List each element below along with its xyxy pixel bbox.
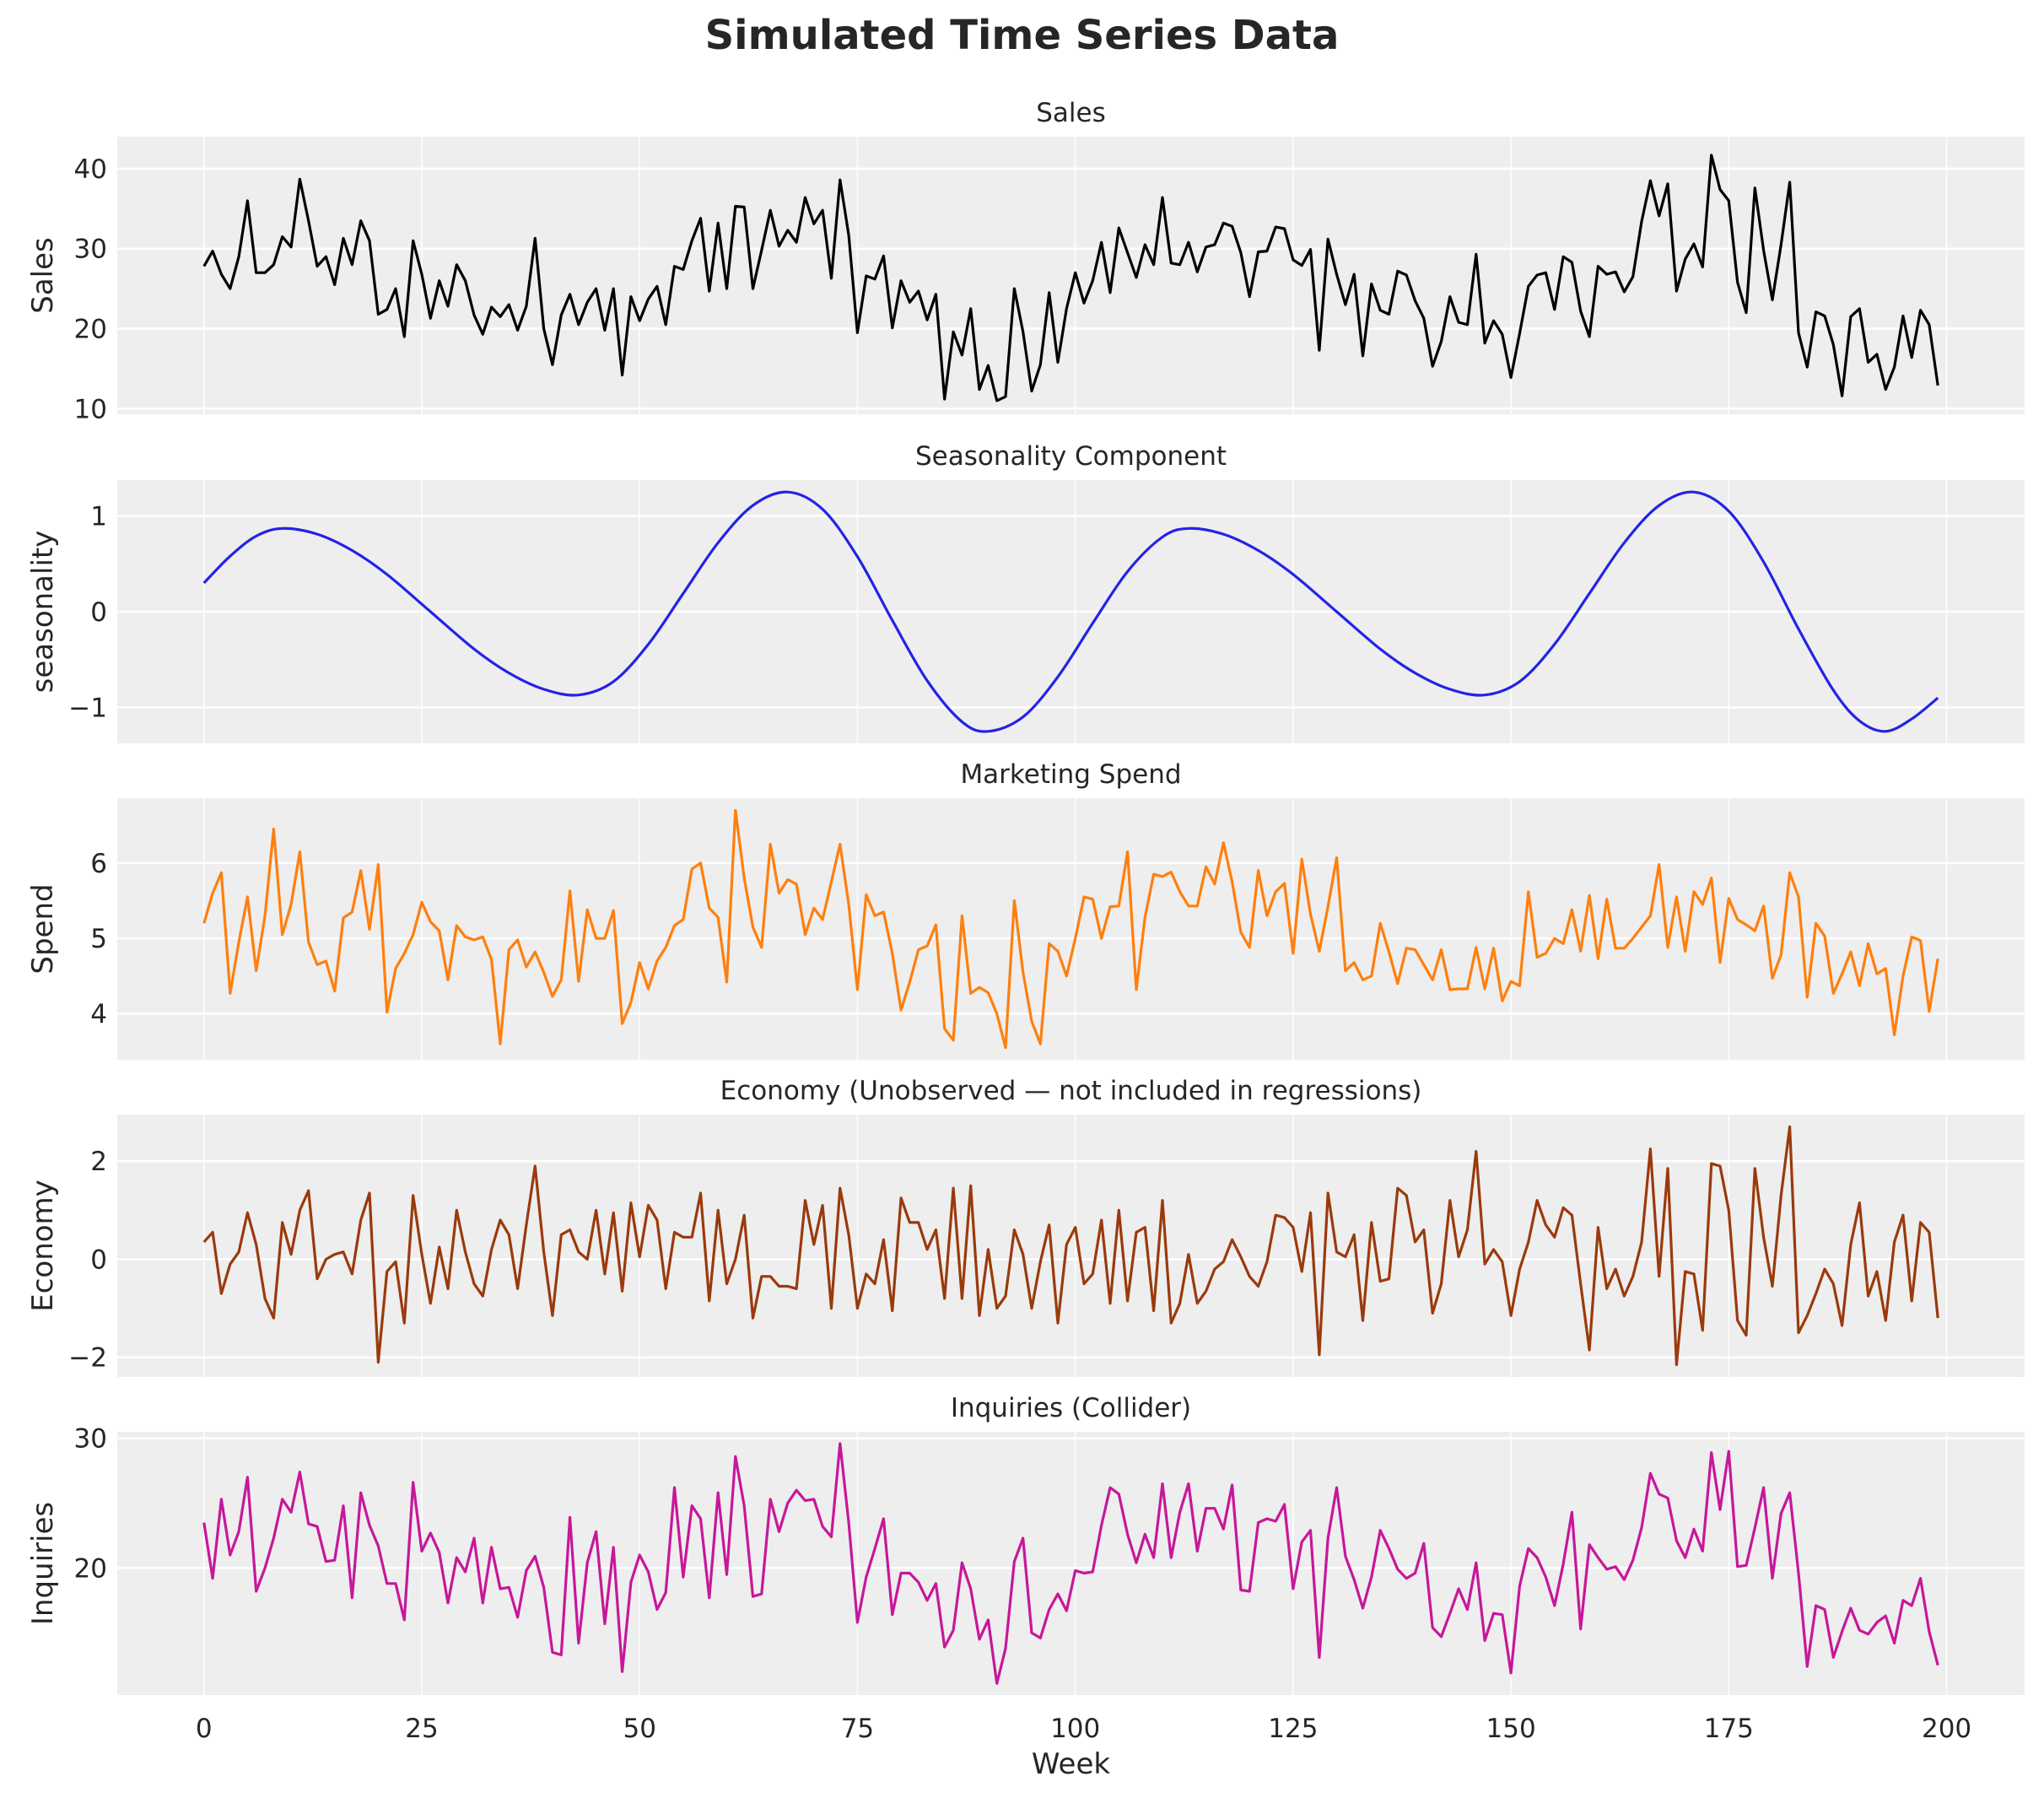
x-tick-label: 100 (1050, 1714, 1100, 1744)
y-tick-label: 5 (90, 924, 107, 954)
y-tick-label: 0 (90, 597, 107, 628)
series-line-economy (202, 1125, 1939, 1367)
y-axis-label: Spend (26, 883, 60, 974)
y-tick-label: 30 (74, 1424, 107, 1455)
series-line-spend (202, 808, 1939, 1050)
y-axis-label: Inquiries (26, 1502, 60, 1625)
x-axis-label: Week (1032, 1747, 1110, 1781)
plot-background (117, 1432, 2025, 1695)
y-tick-label: 10 (74, 394, 107, 424)
y-tick-label: 20 (74, 1553, 107, 1584)
x-tick-label: 125 (1268, 1714, 1318, 1744)
x-tick-label: 150 (1486, 1714, 1536, 1744)
panel-title: Economy (Unobserved — not included in re… (720, 1076, 1422, 1106)
y-axis-label: Sales (26, 237, 60, 314)
y-tick-label: 6 (90, 849, 107, 879)
chart-title: Simulated Time Series Data (704, 12, 1340, 59)
x-tick-label: 50 (623, 1714, 655, 1744)
x-tick-label: 0 (196, 1714, 213, 1744)
plot-background (117, 798, 2025, 1060)
y-axis-label: seasonality (26, 531, 60, 694)
plot-background (117, 137, 2025, 414)
series-line-seasonality (202, 490, 1939, 733)
y-tick-label: 2 (90, 1147, 107, 1177)
plot-background (117, 1115, 2025, 1377)
panel-title: Sales (1036, 98, 1106, 128)
y-tick-label: −2 (68, 1343, 107, 1374)
y-tick-label: 40 (74, 154, 107, 185)
series-line-sales (202, 154, 1939, 402)
x-tick-label: 75 (841, 1714, 874, 1744)
panel-title: Seasonality Component (915, 441, 1227, 472)
y-tick-label: 4 (90, 1000, 107, 1030)
y-tick-label: 0 (90, 1245, 107, 1275)
y-tick-label: 1 (90, 502, 107, 532)
x-tick-label: 25 (405, 1714, 438, 1744)
series-line-inquiries (202, 1442, 1939, 1685)
panel-title: Inquiries (Collider) (951, 1393, 1191, 1423)
y-tick-label: 20 (74, 315, 107, 345)
y-tick-label: 30 (74, 235, 107, 265)
panel-title: Marketing Spend (960, 759, 1181, 790)
y-axis-label: Economy (26, 1180, 60, 1312)
x-tick-label: 200 (1922, 1714, 1971, 1744)
x-tick-label: 175 (1704, 1714, 1754, 1744)
y-tick-label: −1 (68, 693, 107, 723)
